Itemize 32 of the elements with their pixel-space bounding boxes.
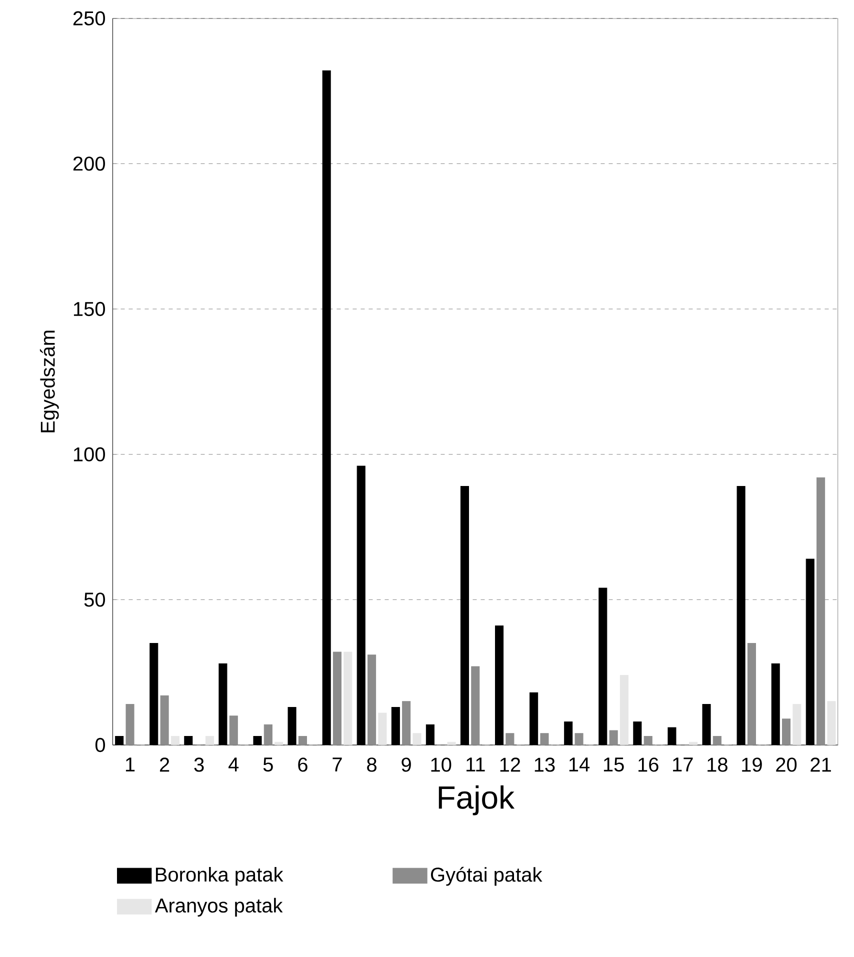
y-axis-title: Egyedszám bbox=[40, 330, 59, 432]
x-tick-label: 4 bbox=[228, 758, 239, 772]
x-tick-label: 13 bbox=[534, 758, 555, 772]
y-tick-label: 0 bbox=[95, 738, 106, 752]
x-tick-label: 12 bbox=[500, 758, 520, 772]
x-tick-label: 20 bbox=[776, 758, 797, 772]
x-tick-label: 6 bbox=[298, 758, 308, 772]
x-tick-label: 21 bbox=[810, 758, 831, 772]
x-tick-label: 19 bbox=[742, 758, 762, 772]
x-axis-title: Fajok bbox=[438, 785, 515, 816]
legend-label: Gyótai patak bbox=[430, 866, 542, 886]
y-tick-label: 100 bbox=[74, 447, 105, 462]
legend-label: Aranyos patak bbox=[154, 898, 283, 917]
x-tick-label: 8 bbox=[367, 758, 376, 772]
x-tick-label: 2 bbox=[160, 758, 170, 772]
x-tick-label: 1 bbox=[126, 758, 135, 772]
x-tick-label: 15 bbox=[604, 758, 624, 772]
x-tick-label: 11 bbox=[466, 758, 485, 772]
y-tick-label: 150 bbox=[74, 302, 105, 316]
x-tick-label: 7 bbox=[332, 758, 342, 772]
x-tick-label: 9 bbox=[402, 758, 411, 772]
x-tick-label: 3 bbox=[194, 758, 204, 772]
legend-label: Boronka patak bbox=[156, 866, 284, 886]
x-tick-label: 5 bbox=[263, 758, 273, 772]
y-tick-label: 50 bbox=[84, 592, 105, 607]
x-tick-label: 14 bbox=[569, 758, 590, 772]
x-tick-label: 10 bbox=[431, 758, 452, 772]
y-tick-label: 200 bbox=[73, 156, 105, 171]
x-tick-label: 16 bbox=[638, 758, 658, 772]
x-tick-label: 18 bbox=[708, 758, 728, 772]
y-tick-label: 250 bbox=[73, 11, 105, 26]
x-tick-label: 17 bbox=[673, 758, 693, 772]
